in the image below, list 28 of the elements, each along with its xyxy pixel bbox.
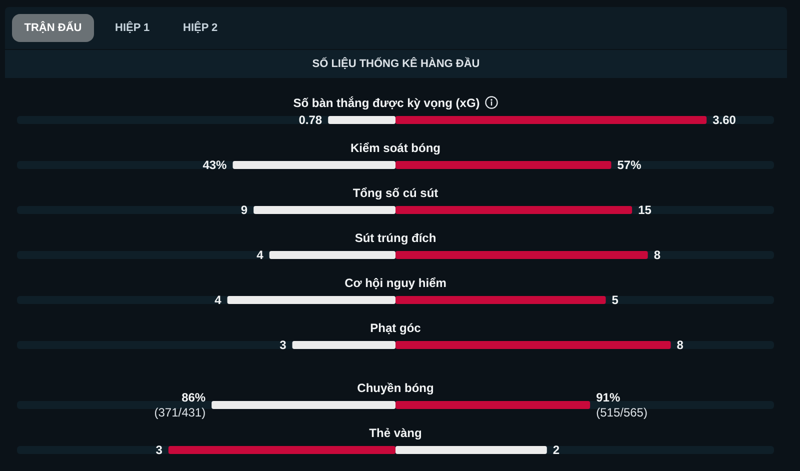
data-label: 43% <box>202 158 228 172</box>
data-label: 15 <box>638 202 652 216</box>
chart-title: Chuyền bóng <box>357 380 434 394</box>
data-label: 3 <box>156 442 163 456</box>
data-label: 8 <box>676 338 684 352</box>
chart-title: Số bàn thắng được kỳ vọng (xG) <box>293 96 480 110</box>
text: HIỆP 1 <box>115 21 150 35</box>
text: SỐ LIỆU THỐNG KÊ HÀNG ĐẦU <box>312 58 480 70</box>
data-label: 9 <box>240 202 248 216</box>
data-label: 86% (371/431) <box>154 390 206 419</box>
data-label: 2 <box>552 442 560 456</box>
chart-title: Kiểm soát bóng <box>350 140 440 154</box>
data-label: 57% <box>617 158 642 172</box>
chart-title: Cơ hội nguy hiểm <box>344 276 446 290</box>
data-label: 3.60 <box>712 112 736 126</box>
data-label: 91% (515/565) <box>596 390 648 419</box>
data-label: 3 <box>280 338 287 352</box>
chart-title: Sút trúng đích <box>354 230 436 244</box>
data-label: 4 <box>214 292 222 306</box>
data-label: 8 <box>654 248 661 262</box>
data-label: 5 <box>612 292 619 306</box>
data-label: 0.78 <box>298 112 322 126</box>
chart-title: Thẻ vàng <box>369 426 422 440</box>
chart-title: Tổng số cú sút <box>352 186 438 200</box>
data-label: 4 <box>256 248 264 262</box>
text: TRẬN ĐẤU <box>24 22 82 34</box>
text: HIỆP 2 <box>183 21 218 35</box>
chart-title: Phạt góc <box>370 320 421 334</box>
